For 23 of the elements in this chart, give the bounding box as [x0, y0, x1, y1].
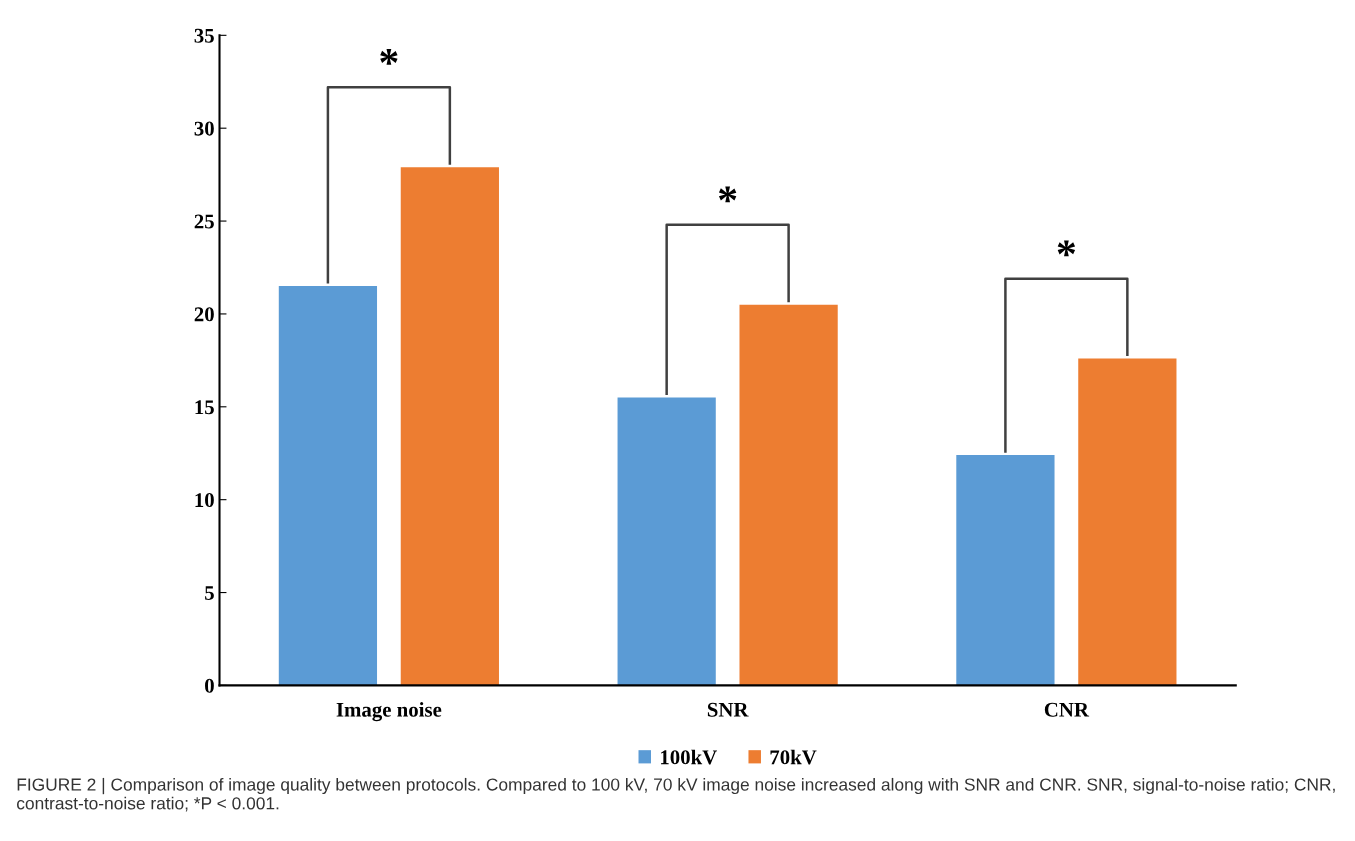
y-tick-label: 15: [195, 400, 214, 415]
y-tick-label: 25: [194, 214, 214, 229]
y-tick-label: 30: [194, 121, 214, 136]
bar: [617, 397, 716, 686]
annotation: *: [718, 186, 737, 203]
bar: [739, 304, 838, 686]
x-tick-label: Image noise: [336, 702, 442, 722]
y-tick-label: 0: [205, 678, 214, 693]
annotation: *: [1057, 240, 1076, 257]
y-tick-label: 5: [205, 586, 214, 600]
x-tick-label: CNR: [1044, 702, 1090, 717]
annotation: *: [380, 49, 398, 65]
legend-label: 100kV: [661, 749, 717, 765]
y-tick-label: 10: [195, 493, 214, 508]
bar: [400, 167, 499, 686]
x-tick-label: SNR: [707, 702, 749, 717]
bar: [278, 286, 378, 686]
legend-label: 70kV: [770, 749, 817, 765]
y-tick-label: 35: [194, 28, 214, 43]
caption: FIGURE 2 | Comparison of image quality between protocols. Compared to 100 kV, 70 kV image noise increased along with SNR and CNR. SNR, signal-to-noise ratio; CNR, contrast-to-noise ratio; *P < 0.001.: [17, 777, 1335, 812]
bar: [956, 455, 1055, 686]
bar: [1078, 358, 1177, 686]
y-tick-label: 20: [194, 307, 214, 322]
